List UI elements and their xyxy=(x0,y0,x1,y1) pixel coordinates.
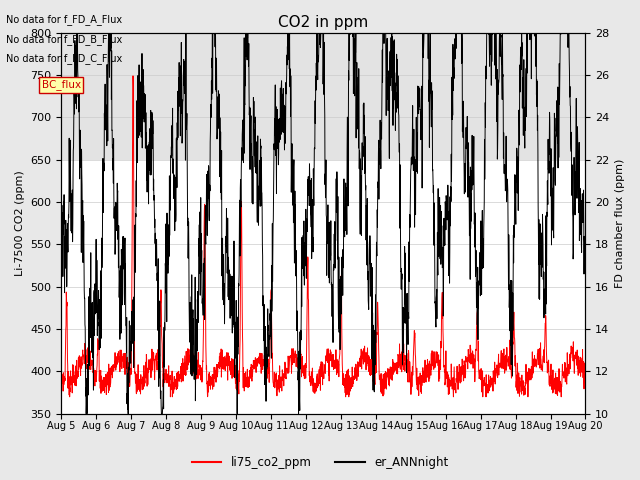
Text: BC_flux: BC_flux xyxy=(42,79,81,90)
Bar xyxy=(61,33,586,160)
Legend: li75_co2_ppm, er_ANNnight: li75_co2_ppm, er_ANNnight xyxy=(187,452,453,474)
Y-axis label: Li-7500 CO2 (ppm): Li-7500 CO2 (ppm) xyxy=(15,170,25,276)
Title: CO2 in ppm: CO2 in ppm xyxy=(278,15,369,30)
Text: No data for f_FD_C_Flux: No data for f_FD_C_Flux xyxy=(6,53,123,64)
Text: No data for f_FD_A_Flux: No data for f_FD_A_Flux xyxy=(6,14,122,25)
Y-axis label: FD chamber flux (ppm): FD chamber flux (ppm) xyxy=(615,158,625,288)
Text: No data for f_FD_B_Flux: No data for f_FD_B_Flux xyxy=(6,34,123,45)
